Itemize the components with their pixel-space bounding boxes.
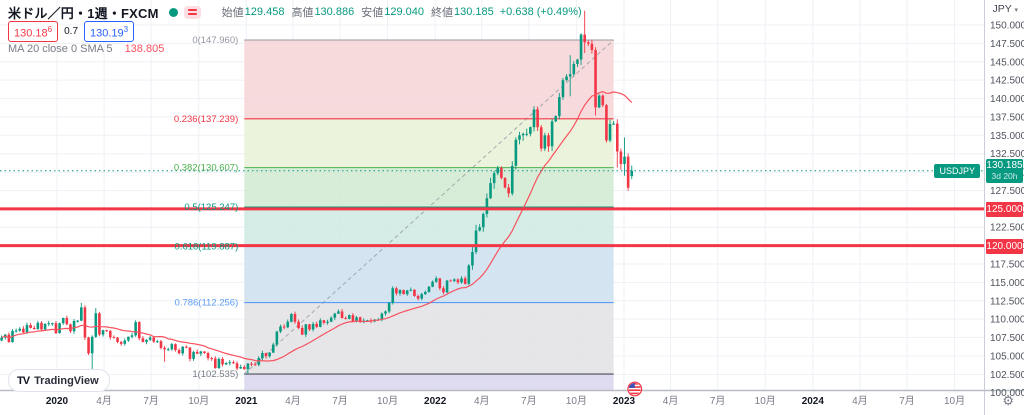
svg-text:1(102.535): 1(102.535): [192, 369, 238, 380]
bid-price-button[interactable]: 130.186: [8, 20, 59, 43]
svg-text:105.000: 105.000: [990, 351, 1024, 362]
svg-text:0.618(119.887): 0.618(119.887): [175, 241, 239, 252]
svg-text:2024: 2024: [802, 396, 825, 407]
chart-legend: 米ドル／円・1週・FXCM 始値 129.458 高値 130.886 安値 129.…: [8, 3, 582, 55]
svg-text:10月: 10月: [188, 395, 209, 407]
svg-text:2022: 2022: [424, 396, 447, 407]
svg-text:122.500: 122.500: [990, 223, 1024, 234]
svg-text:10月: 10月: [566, 395, 587, 407]
legend-menu-icon[interactable]: [183, 5, 201, 19]
settings-gear-icon[interactable]: ⚙: [1002, 393, 1014, 408]
svg-text:137.500: 137.500: [990, 112, 1024, 123]
open-value: 129.458: [244, 6, 285, 18]
close-label: 終値: [430, 7, 453, 19]
chevron-down-icon: ▾: [1014, 7, 1018, 14]
svg-text:2020: 2020: [46, 396, 69, 407]
svg-text:142.500: 142.500: [990, 76, 1024, 87]
svg-text:4月: 4月: [852, 395, 868, 407]
currency-axis-selector[interactable]: JPY ▾: [992, 3, 1018, 15]
spread-value: 0.7: [64, 26, 79, 37]
open-label: 始値: [221, 7, 244, 19]
plot-area: 0(147.960) 0.236(137.239) 0.382(130.607) 0.…: [0, 0, 985, 391]
svg-text:10月: 10月: [377, 395, 398, 407]
svg-text:2023: 2023: [613, 396, 636, 407]
symbol-title[interactable]: 米ドル／円・1週・FXCM: [8, 5, 159, 21]
tradingview-logo[interactable]: TV TradingView: [8, 369, 110, 392]
svg-text:4月: 4月: [474, 395, 490, 407]
svg-text:102.500: 102.500: [990, 370, 1024, 381]
svg-text:100.000: 100.000: [990, 388, 1024, 399]
fib-labels: 0(147.960) 0.236(137.239) 0.382(130.607) 0.…: [174, 35, 238, 380]
svg-text:0.382(130.607): 0.382(130.607): [174, 163, 238, 174]
ma-indicator-label[interactable]: MA 20 close 0 SMA 5: [8, 43, 113, 55]
svg-text:135.000: 135.000: [990, 131, 1024, 142]
ask-price-button[interactable]: 130.193: [84, 20, 135, 43]
ma-line: [1, 91, 633, 362]
svg-text:127.500: 127.500: [990, 186, 1024, 197]
svg-text:145.000: 145.000: [990, 57, 1024, 68]
bar-countdown: 3d 20h: [991, 171, 1018, 181]
svg-text:117.500: 117.500: [990, 260, 1024, 271]
ma-indicator-value: 138.805: [124, 43, 165, 55]
svg-text:150.000: 150.000: [990, 21, 1024, 32]
market-status-dot-icon[interactable]: [168, 7, 178, 17]
svg-text:4月: 4月: [663, 395, 679, 407]
svg-text:0(147.960): 0(147.960): [192, 35, 238, 46]
high-label: 高値: [291, 7, 314, 19]
svg-text:0.236(137.239): 0.236(137.239): [174, 114, 238, 125]
svg-text:132.500: 132.500: [990, 149, 1024, 160]
candlestick-series: [0, 10, 634, 384]
high-value: 130.886: [314, 6, 355, 18]
svg-text:107.500: 107.500: [990, 333, 1024, 344]
svg-text:115.000: 115.000: [990, 278, 1024, 289]
time-axis[interactable]: 2020 4月 7月 10月 2021 4月 7月 10月 2022 4月 7月 10月 2023 4月 7…: [46, 395, 965, 407]
svg-text:140.000: 140.000: [990, 94, 1024, 105]
svg-text:7月: 7月: [710, 395, 726, 407]
close-value: 130.185: [453, 6, 494, 18]
svg-text:7月: 7月: [143, 395, 159, 407]
svg-text:0.786(112.256): 0.786(112.256): [175, 298, 239, 309]
svg-text:10月: 10月: [755, 395, 776, 407]
alert-price-label-120: 120.000: [986, 238, 1023, 254]
svg-text:0.5(125.247): 0.5(125.247): [184, 202, 238, 213]
svg-text:4月: 4月: [96, 395, 112, 407]
ohlc-readout: 始値 129.458 高値 130.886 安値 129.040 終値 130.185 …: [215, 4, 582, 20]
svg-text:4月: 4月: [285, 395, 301, 407]
symbol-price-tag: USDJPY: [934, 164, 980, 178]
svg-text:7月: 7月: [521, 395, 537, 407]
us-flag-event-icon[interactable]: [627, 381, 643, 397]
low-label: 安値: [361, 7, 384, 19]
tradingview-logo-icon: TV: [17, 374, 30, 387]
fib-bands: [244, 40, 614, 391]
low-value: 129.040: [384, 6, 424, 18]
svg-text:10月: 10月: [944, 395, 965, 407]
svg-text:7月: 7月: [332, 395, 348, 407]
alert-price-label-125: 125.000: [986, 201, 1023, 217]
fib-trendline: [243, 39, 614, 375]
svg-text:2021: 2021: [235, 396, 258, 407]
change-value: +0.638 (+0.49%): [499, 6, 582, 18]
svg-text:7月: 7月: [899, 395, 915, 407]
svg-text:147.500: 147.500: [990, 39, 1024, 50]
svg-text:112.500: 112.500: [990, 296, 1024, 307]
svg-text:110.000: 110.000: [990, 315, 1024, 326]
last-price-axis-label: 130.185 3d 20h: [986, 159, 1023, 183]
